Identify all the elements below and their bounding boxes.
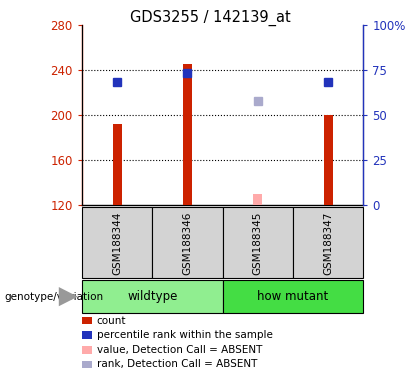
Text: count: count: [97, 316, 126, 326]
Text: GSM188344: GSM188344: [112, 211, 122, 275]
Text: GDS3255 / 142139_at: GDS3255 / 142139_at: [130, 10, 290, 26]
Bar: [113, 124, 122, 205]
Text: GSM188345: GSM188345: [253, 211, 263, 275]
Text: GSM188347: GSM188347: [323, 211, 333, 275]
Text: genotype/variation: genotype/variation: [4, 291, 103, 302]
Text: rank, Detection Call = ABSENT: rank, Detection Call = ABSENT: [97, 359, 257, 369]
Bar: [183, 65, 192, 205]
Text: value, Detection Call = ABSENT: value, Detection Call = ABSENT: [97, 345, 262, 355]
Bar: [323, 115, 333, 205]
Text: GSM188346: GSM188346: [182, 211, 192, 275]
Text: percentile rank within the sample: percentile rank within the sample: [97, 330, 273, 340]
Bar: [253, 194, 262, 205]
Text: wildtype: wildtype: [127, 290, 177, 303]
Text: how mutant: how mutant: [257, 290, 328, 303]
